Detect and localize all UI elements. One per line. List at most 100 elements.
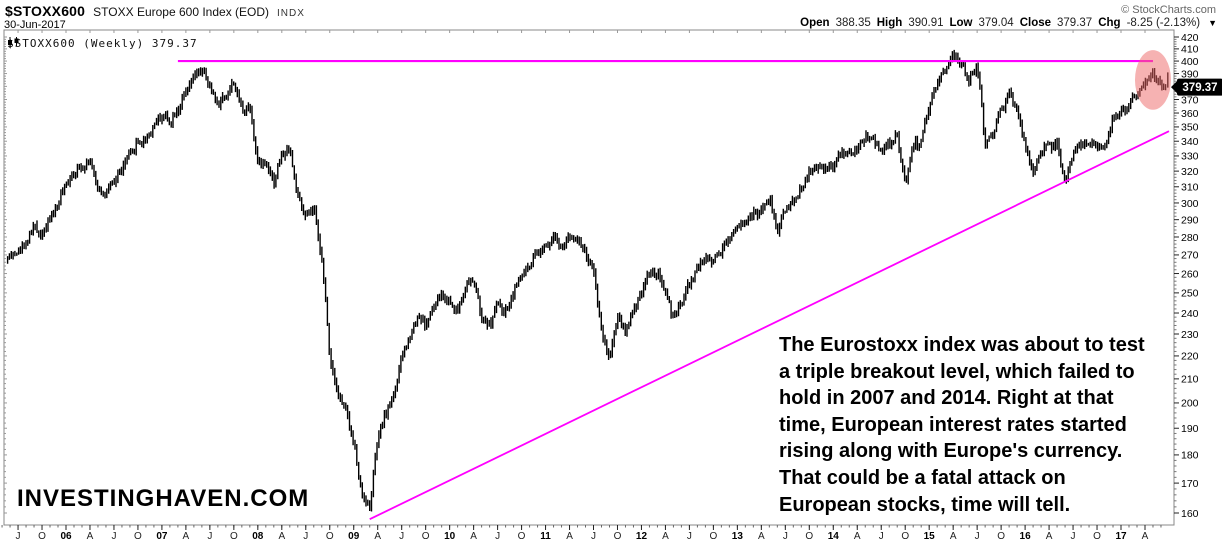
svg-text:340: 340 bbox=[1181, 136, 1199, 148]
svg-text:O: O bbox=[518, 531, 526, 542]
annotation-line: a triple breakout level, which failed to bbox=[779, 360, 1135, 383]
svg-text:260: 260 bbox=[1181, 268, 1199, 280]
svg-text:06: 06 bbox=[60, 531, 72, 542]
svg-text:J: J bbox=[687, 531, 692, 542]
chg-value: -8.25 (-2.13%) bbox=[1126, 17, 1201, 29]
svg-text:190: 190 bbox=[1181, 423, 1199, 435]
svg-text:O: O bbox=[326, 531, 334, 542]
svg-text:O: O bbox=[710, 531, 718, 542]
svg-text:300: 300 bbox=[1181, 198, 1199, 210]
svg-text:13: 13 bbox=[732, 531, 744, 542]
quote-dropdown-arrow-icon[interactable]: ▼ bbox=[1208, 18, 1217, 28]
svg-text:J: J bbox=[783, 531, 788, 542]
svg-text:270: 270 bbox=[1181, 250, 1199, 262]
svg-text:170: 170 bbox=[1181, 478, 1199, 490]
exchange-label: INDX bbox=[277, 8, 305, 19]
svg-text:400: 400 bbox=[1181, 56, 1199, 68]
svg-text:320: 320 bbox=[1181, 166, 1199, 178]
annotation-line: rising along with Europe's currency. bbox=[779, 440, 1123, 463]
svg-text:J: J bbox=[591, 531, 596, 542]
high-value: 390.91 bbox=[908, 17, 944, 29]
svg-text:O: O bbox=[134, 531, 142, 542]
svg-text:15: 15 bbox=[924, 531, 936, 542]
svg-text:410: 410 bbox=[1181, 44, 1199, 56]
chart-header: $STOXX600 STOXX Europe 600 Index (EOD) I… bbox=[5, 3, 305, 19]
annotation-line: hold in 2007 and 2014. Right at that bbox=[779, 387, 1114, 410]
copyright-label: © StockCharts.com bbox=[1121, 4, 1216, 16]
svg-text:160: 160 bbox=[1181, 508, 1199, 520]
svg-text:09: 09 bbox=[348, 531, 360, 542]
svg-text:J: J bbox=[16, 531, 21, 542]
svg-text:A: A bbox=[758, 531, 765, 542]
svg-text:350: 350 bbox=[1181, 122, 1199, 134]
svg-text:14: 14 bbox=[828, 531, 840, 542]
svg-text:240: 240 bbox=[1181, 308, 1199, 320]
last-price-tag: 379.37 bbox=[1171, 78, 1222, 96]
svg-text:J: J bbox=[879, 531, 884, 542]
svg-text:O: O bbox=[38, 531, 46, 542]
watermark: INVESTINGHAVEN.COM bbox=[17, 485, 310, 512]
close-label: Close bbox=[1019, 17, 1052, 29]
svg-text:A: A bbox=[662, 531, 669, 542]
high-label: High bbox=[876, 17, 903, 29]
low-value: 379.04 bbox=[978, 17, 1014, 29]
svg-text:A: A bbox=[854, 531, 861, 542]
highlight-ellipse bbox=[1134, 50, 1171, 110]
annotation-line: European stocks, time will tell. bbox=[779, 493, 1071, 516]
svg-text:O: O bbox=[230, 531, 238, 542]
svg-text:10: 10 bbox=[444, 531, 456, 542]
quote-row: Open 388.35 High 390.91 Low 379.04 Close… bbox=[800, 17, 1217, 29]
svg-text:O: O bbox=[901, 531, 909, 542]
svg-text:360: 360 bbox=[1181, 108, 1199, 120]
symbol-label: $STOXX600 bbox=[5, 3, 86, 19]
svg-text:A: A bbox=[1046, 531, 1053, 542]
svg-text:310: 310 bbox=[1181, 182, 1199, 194]
svg-text:A: A bbox=[87, 531, 94, 542]
annotation-line: time, European interest rates started bbox=[779, 413, 1127, 436]
low-label: Low bbox=[949, 17, 973, 29]
svg-text:O: O bbox=[422, 531, 430, 542]
svg-text:O: O bbox=[614, 531, 622, 542]
chg-label: Chg bbox=[1098, 17, 1121, 29]
svg-text:230: 230 bbox=[1181, 329, 1199, 341]
candlestick-icon bbox=[8, 37, 19, 48]
annotation-line: The Eurostoxx index was about to test bbox=[779, 334, 1145, 356]
svg-text:J: J bbox=[207, 531, 212, 542]
svg-text:379.37: 379.37 bbox=[1182, 82, 1217, 94]
series-legend: $STOXX600 (Weekly) 379.37 bbox=[7, 37, 198, 50]
svg-text:180: 180 bbox=[1181, 450, 1199, 462]
index-title: STOXX Europe 600 Index (EOD) bbox=[93, 5, 270, 19]
svg-text:07: 07 bbox=[156, 531, 168, 542]
svg-text:A: A bbox=[1142, 531, 1149, 542]
svg-text:J: J bbox=[303, 531, 308, 542]
chart-date: 30-Jun-2017 bbox=[4, 19, 66, 31]
open-label: Open bbox=[800, 17, 830, 29]
annotation-line: That could be a fatal attack on bbox=[779, 466, 1066, 489]
svg-text:16: 16 bbox=[1020, 531, 1032, 542]
svg-text:12: 12 bbox=[636, 531, 648, 542]
svg-text:420: 420 bbox=[1181, 32, 1199, 44]
svg-text:200: 200 bbox=[1181, 398, 1199, 410]
svg-text:370: 370 bbox=[1181, 94, 1199, 106]
svg-text:A: A bbox=[183, 531, 190, 542]
svg-text:J: J bbox=[399, 531, 404, 542]
svg-text:08: 08 bbox=[252, 531, 264, 542]
legend-text: $STOXX600 (Weekly) 379.37 bbox=[7, 37, 198, 50]
svg-text:O: O bbox=[805, 531, 813, 542]
weekly-price-bars bbox=[6, 49, 1169, 512]
svg-text:250: 250 bbox=[1181, 288, 1199, 300]
svg-text:390: 390 bbox=[1181, 68, 1199, 80]
svg-text:J: J bbox=[111, 531, 116, 542]
svg-text:A: A bbox=[278, 531, 285, 542]
svg-text:O: O bbox=[997, 531, 1005, 542]
close-value: 379.37 bbox=[1057, 17, 1093, 29]
svg-text:11: 11 bbox=[540, 531, 551, 542]
svg-text:J: J bbox=[1071, 531, 1076, 542]
svg-text:A: A bbox=[950, 531, 957, 542]
svg-text:220: 220 bbox=[1181, 351, 1199, 363]
svg-text:280: 280 bbox=[1181, 232, 1199, 244]
svg-text:210: 210 bbox=[1181, 374, 1199, 386]
rising-trendline bbox=[369, 130, 1170, 521]
svg-text:J: J bbox=[975, 531, 980, 542]
